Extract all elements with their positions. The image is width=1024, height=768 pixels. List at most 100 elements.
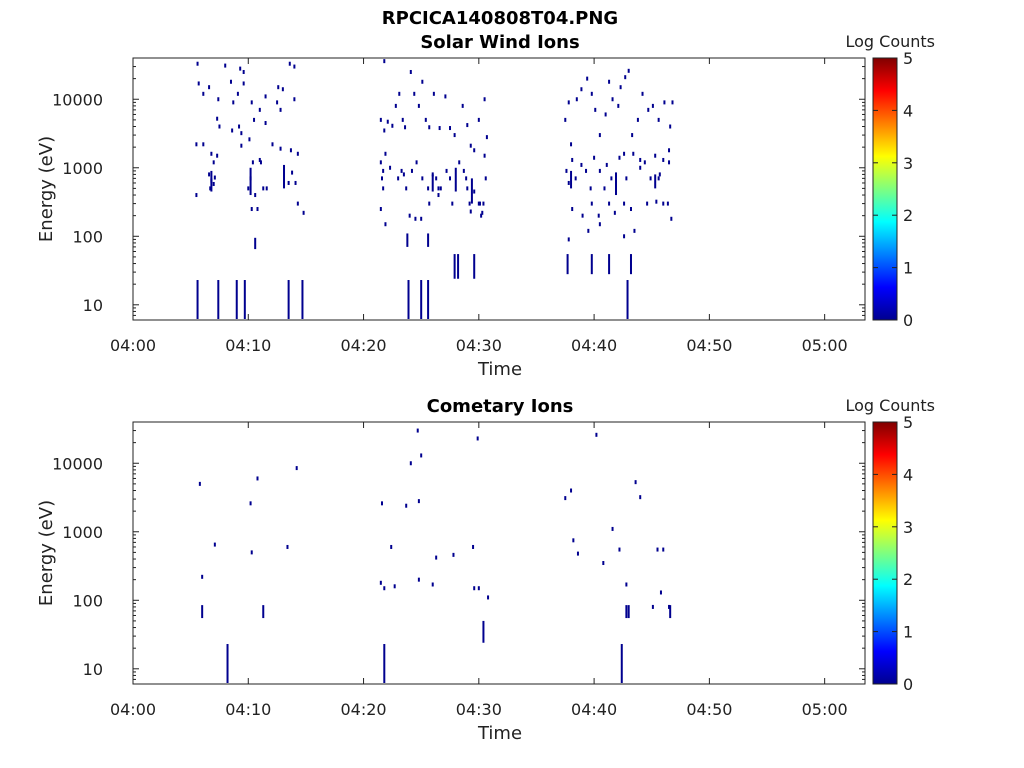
count-column xyxy=(570,170,573,189)
count-cell xyxy=(567,180,570,185)
count-cell xyxy=(633,228,636,233)
solar-wind-title: Solar Wind Ions xyxy=(420,32,579,53)
count-cell xyxy=(409,69,412,74)
solar-wind-colorbar-ticks: 0 1 2 3 4 5 xyxy=(873,49,913,330)
count-cell xyxy=(379,117,382,122)
count-cell xyxy=(478,201,481,206)
count-cell xyxy=(249,501,252,506)
count-cell xyxy=(397,176,400,181)
count-column xyxy=(249,167,252,196)
y-tick-label: 10000 xyxy=(52,90,103,109)
count-cell xyxy=(264,94,267,99)
count-cell xyxy=(613,210,616,215)
count-cell xyxy=(258,107,261,112)
count-cell xyxy=(382,168,385,173)
count-cell xyxy=(416,428,419,433)
count-cell xyxy=(229,79,232,84)
count-cell xyxy=(625,176,628,181)
x-tick-label: 04:20 xyxy=(340,336,386,355)
colorbar-tick-label: 1 xyxy=(903,623,913,642)
colorbar-tick-label: 0 xyxy=(903,675,913,694)
count-cell xyxy=(232,100,235,105)
count-cell xyxy=(477,586,480,591)
count-cell xyxy=(603,186,606,191)
count-cell xyxy=(659,590,662,595)
x-tick-label: 04:10 xyxy=(225,336,271,355)
count-cell xyxy=(651,103,654,108)
count-column xyxy=(407,280,410,319)
count-cell xyxy=(623,201,626,206)
count-cell xyxy=(415,160,418,165)
count-cell xyxy=(619,85,622,90)
count-cell xyxy=(382,186,385,191)
count-cell xyxy=(627,68,630,73)
solar-wind-ticks: 10 100 1000 10000 04:00 04:10 04:20 04:30 04:40 0… xyxy=(52,57,865,355)
count-cell xyxy=(438,126,441,131)
count-column xyxy=(470,178,473,204)
count-cell xyxy=(580,162,583,167)
count-cell xyxy=(598,133,601,138)
count-column xyxy=(654,174,657,189)
count-cell xyxy=(404,125,407,130)
count-cell xyxy=(435,555,438,560)
count-cell xyxy=(212,160,215,165)
count-cell xyxy=(288,61,291,66)
count-cell xyxy=(240,143,243,148)
count-cell xyxy=(389,165,392,170)
count-cell xyxy=(639,495,642,500)
count-cell xyxy=(611,97,614,102)
cometary-colorbar: Log Counts 0 1 2 3 4 5 xyxy=(845,396,935,694)
count-cell xyxy=(671,100,674,105)
count-cell xyxy=(590,91,593,96)
count-cell xyxy=(668,604,671,609)
count-cell xyxy=(590,201,593,206)
cometary-colorbar-gradient xyxy=(872,421,898,685)
count-cell xyxy=(259,160,262,165)
count-cell xyxy=(383,128,386,133)
count-cell xyxy=(477,201,480,206)
count-cell xyxy=(236,91,239,96)
count-column xyxy=(427,233,430,247)
count-cell xyxy=(251,160,254,165)
count-column xyxy=(427,280,430,319)
count-cell xyxy=(477,117,480,122)
count-cell xyxy=(623,234,626,239)
count-cell xyxy=(461,103,464,108)
count-cell xyxy=(248,137,251,142)
count-cell xyxy=(483,153,486,158)
x-tick-label: 05:00 xyxy=(802,700,848,719)
count-cell xyxy=(453,133,456,138)
count-cell xyxy=(565,168,568,173)
count-column xyxy=(283,164,286,189)
count-cell xyxy=(473,586,476,591)
count-cell xyxy=(247,186,250,191)
count-cell xyxy=(608,79,611,84)
count-cell xyxy=(656,547,659,552)
count-cell xyxy=(386,119,389,124)
count-cell xyxy=(657,117,660,122)
count-cell xyxy=(449,126,452,131)
count-cell xyxy=(572,538,575,543)
count-cell xyxy=(379,160,382,165)
count-cell xyxy=(668,148,671,153)
count-cell xyxy=(277,85,280,90)
count-cell xyxy=(212,181,215,186)
count-cell xyxy=(597,213,600,218)
count-cell xyxy=(424,117,427,122)
x-tick-label: 04:50 xyxy=(686,336,732,355)
count-cell xyxy=(195,193,198,198)
colorbar-tick-label: 4 xyxy=(903,465,913,484)
count-cell xyxy=(451,201,454,206)
count-cell xyxy=(469,143,472,148)
count-cell xyxy=(643,160,646,165)
cometary-ticks: 10 100 1000 10000 04:00 04:10 04:20 04:30 04:40 0… xyxy=(52,421,865,719)
count-cell xyxy=(239,66,242,71)
count-cell xyxy=(564,496,567,501)
count-cell xyxy=(476,436,479,441)
count-cell xyxy=(293,97,296,102)
count-cell xyxy=(296,201,299,206)
count-cell xyxy=(589,186,592,191)
count-cell xyxy=(281,87,284,92)
count-cell xyxy=(213,542,216,547)
